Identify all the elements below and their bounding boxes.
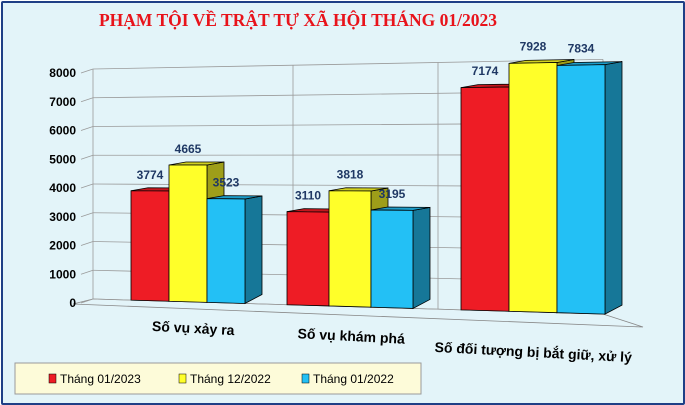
bar: [130, 190, 170, 302]
bar-side: [412, 206, 431, 310]
y-tick-label: 3000: [49, 210, 76, 224]
gridline-side: [80, 97, 94, 103]
y-tick-label: 5000: [49, 152, 76, 166]
bar-chart: PHẠM TỘI VỀ TRẬT TỰ XÃ HỘI THÁNG 01/2023…: [14, 10, 644, 395]
data-label: 3110: [295, 189, 321, 203]
y-tick-label: 8000: [49, 66, 76, 80]
legend-swatch: [48, 373, 57, 384]
category-label: Số đối tượng bị bắt giữ, xử lý: [434, 338, 632, 365]
data-label: 3523: [213, 176, 240, 190]
gridline-side: [80, 126, 94, 131]
bar-side: [604, 61, 623, 315]
gridline: [92, 58, 604, 70]
data-label: 7834: [568, 42, 595, 56]
bar: [460, 86, 510, 312]
y-axis-ticks: 0 1000 2000 3000 4000 5000 6000 7000 8000: [49, 66, 76, 310]
gridline-side: [80, 154, 94, 160]
bar: [328, 190, 372, 308]
legend-label: Tháng 01/2023: [60, 372, 141, 386]
bar: [206, 198, 246, 304]
gridline-side: [80, 298, 94, 304]
bar-side: [244, 195, 263, 305]
y-tick-label: 2000: [49, 239, 76, 253]
data-label: 7928: [520, 40, 547, 54]
legend-box: [14, 362, 422, 395]
legend: Tháng 01/2023 Tháng 12/2022 Tháng 01/2022: [14, 362, 422, 395]
bar: [508, 62, 558, 314]
bar: [370, 209, 414, 309]
data-label: 4665: [175, 142, 202, 156]
data-label: 7174: [472, 64, 499, 78]
y-tick-label: 6000: [49, 124, 76, 138]
gridline-side: [80, 212, 94, 218]
legend-swatch: [301, 373, 310, 384]
y-tick-label: 7000: [49, 95, 76, 109]
chart-title: PHẠM TỘI VỀ TRẬT TỰ XÃ HỘI THÁNG 01/2023: [99, 10, 497, 30]
bar: [286, 211, 330, 307]
bars: [130, 59, 623, 315]
legend-swatch: [178, 373, 187, 384]
gridline-side: [80, 269, 94, 275]
legend-label: Tháng 01/2022: [313, 372, 394, 386]
data-label: 3195: [379, 187, 406, 201]
y-tick-label: 0: [69, 296, 76, 310]
data-labels: 3774 4665 3523 3110 3818 3195 7174 7928 7834: [137, 40, 595, 203]
bar: [168, 164, 208, 303]
gridline-side: [80, 68, 94, 74]
data-label: 3774: [137, 168, 164, 182]
gridline-side: [80, 183, 94, 189]
category-labels: Số vụ xảy ra Số vụ khám phá Số đối tượng b…: [152, 318, 633, 365]
gridline-side: [80, 241, 94, 246]
category-label: Số vụ khám phá: [297, 325, 405, 347]
data-label: 3818: [337, 168, 364, 182]
bar: [556, 64, 606, 315]
legend-label: Tháng 12/2022: [190, 372, 271, 386]
y-tick-label: 1000: [49, 267, 76, 281]
category-label: Số vụ xảy ra: [152, 318, 235, 338]
y-tick-label: 4000: [49, 181, 76, 195]
